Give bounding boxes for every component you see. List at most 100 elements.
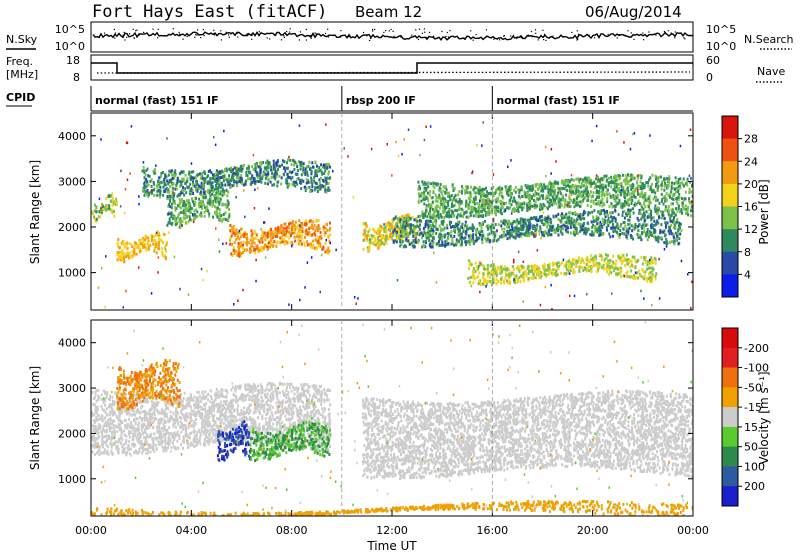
power-cell: [250, 176, 253, 180]
power-cell: [660, 223, 663, 227]
nsearch-point: [463, 37, 465, 39]
power-cell: [438, 224, 441, 228]
power-cell: [510, 203, 513, 207]
power-cell: [543, 217, 546, 221]
power-cell: [305, 181, 308, 185]
power-cell: [579, 200, 582, 204]
power-cell: [686, 177, 689, 181]
power-cell: [492, 191, 495, 195]
power-cell: [411, 228, 414, 232]
power-cell: [544, 216, 547, 219]
nsearch-point: [251, 38, 253, 40]
power-cell: [645, 277, 648, 281]
power-cell: [538, 276, 541, 280]
power-cell: [593, 186, 596, 190]
power-cell: [316, 164, 318, 168]
power-cell: [516, 280, 519, 284]
power-cell: [641, 206, 644, 210]
power-cell: [401, 237, 404, 241]
power-cell: [230, 234, 233, 238]
power-cell: [468, 267, 470, 271]
power-cell: [264, 231, 267, 235]
power-cell: [230, 170, 233, 174]
power-cell: [208, 182, 211, 186]
power-cell: [525, 230, 528, 234]
power-cell: [223, 174, 226, 178]
power-cell: [511, 265, 514, 268]
power-cell: [142, 244, 145, 248]
power-cell: [221, 181, 223, 185]
power-cell: [626, 262, 629, 266]
power-cell: [483, 192, 485, 196]
power-cell: [227, 203, 230, 207]
power-cell: [319, 186, 322, 190]
power-cell: [514, 276, 517, 280]
power-cell: [94, 220, 97, 223]
power-cell: [609, 194, 612, 198]
power-cell: [595, 228, 598, 232]
power-cell: [643, 230, 646, 233]
power-cell: [658, 201, 661, 205]
power-cell: [641, 276, 644, 280]
power-cell: [313, 231, 316, 235]
power-cell: [290, 228, 293, 232]
power-cell: [529, 204, 532, 208]
power-cell: [252, 179, 255, 183]
power-cell: [123, 259, 126, 263]
power-cell: [320, 168, 323, 172]
nsearch-point: [421, 32, 423, 34]
power-cell: [168, 217, 171, 221]
power-cell: [521, 195, 524, 198]
power-cell: [482, 272, 485, 276]
power-cell: [521, 208, 524, 212]
power-cell: [478, 236, 481, 240]
power-cell: [436, 213, 439, 217]
power-cell: [469, 275, 472, 279]
power-cell: [649, 224, 652, 228]
power-cell: [631, 255, 634, 259]
power-cell: [257, 247, 260, 250]
power-cell: [494, 231, 497, 235]
power-cell: [184, 221, 187, 225]
nsearch-point: [393, 35, 395, 37]
power-cell: [405, 219, 408, 223]
power-cell: [227, 216, 230, 220]
power-cell: [365, 237, 368, 240]
power-cell: [300, 223, 303, 227]
power-cell: [242, 183, 245, 187]
power-cell: [508, 279, 511, 283]
power-cell: [480, 226, 483, 230]
power-cell: [549, 217, 552, 221]
power-cell: [641, 187, 644, 191]
power-cell: [522, 205, 525, 209]
power-cell: [306, 165, 309, 169]
power-cell: [629, 222, 632, 226]
power-cell: [287, 225, 290, 229]
power-cell: [510, 193, 513, 197]
power-cell: [164, 249, 167, 253]
power-cell: [500, 206, 503, 210]
power-cell: [477, 275, 480, 279]
power-cell: [478, 202, 481, 205]
power-cell: [139, 238, 142, 242]
power-cell: [324, 189, 327, 193]
power-cell: [614, 229, 617, 233]
power-cell: [561, 194, 564, 198]
power-cell: [497, 205, 500, 209]
power-cell: [496, 196, 499, 200]
power-cell: [126, 247, 129, 251]
power-cell: [224, 168, 226, 172]
power-cell: [449, 222, 451, 226]
power-cell: [287, 158, 289, 162]
power-cell: [374, 239, 377, 243]
power-cell: [314, 169, 317, 173]
power-cell: [617, 233, 620, 237]
power-cell: [225, 203, 228, 207]
power-cell: [289, 234, 292, 238]
power-cell: [431, 221, 434, 225]
power-cell: [256, 244, 259, 248]
power-cell: [447, 203, 450, 207]
power-cell: [496, 272, 499, 276]
power-cell: [308, 185, 311, 189]
nsearch-point: [531, 36, 533, 38]
